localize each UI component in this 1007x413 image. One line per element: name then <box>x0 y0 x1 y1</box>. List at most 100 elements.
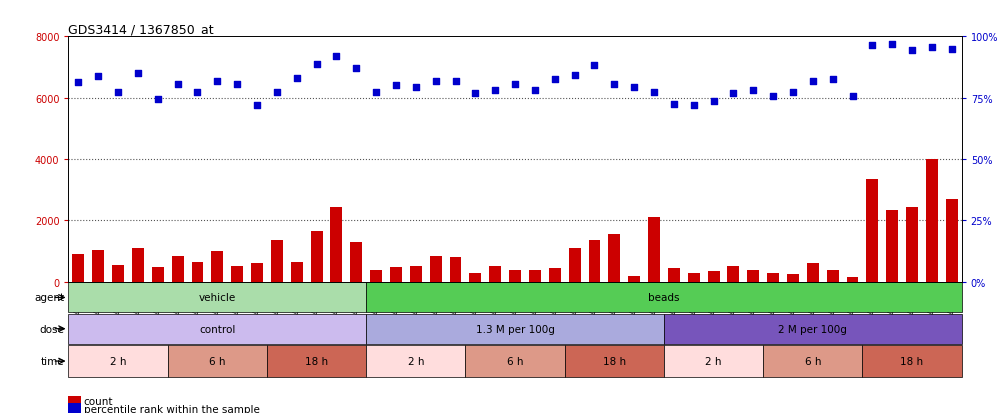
Point <box>567 72 583 79</box>
Point <box>626 84 642 91</box>
Point <box>328 54 344 60</box>
Bar <box>807 264 819 282</box>
Bar <box>510 270 521 282</box>
Bar <box>866 180 878 282</box>
Text: dose: dose <box>39 324 64 334</box>
Bar <box>367 283 962 313</box>
Bar <box>267 345 367 377</box>
Text: count: count <box>84 396 113 406</box>
Bar <box>410 267 422 282</box>
Text: 1.3 M per 100g: 1.3 M per 100g <box>475 324 555 334</box>
Bar <box>310 232 322 282</box>
Bar <box>211 252 224 282</box>
Bar <box>350 242 363 282</box>
Point <box>388 83 404 90</box>
Text: vehicle: vehicle <box>198 293 236 303</box>
Text: percentile rank within the sample: percentile rank within the sample <box>84 404 260 413</box>
Bar <box>886 210 898 282</box>
Point <box>527 88 543 94</box>
Bar <box>727 267 739 282</box>
Bar <box>946 199 958 282</box>
Point <box>130 71 146 77</box>
Bar <box>747 271 759 282</box>
Point <box>784 89 801 95</box>
Bar <box>608 235 620 282</box>
Point <box>745 88 761 94</box>
Point <box>249 103 265 109</box>
Point <box>209 78 226 85</box>
Point <box>91 74 107 80</box>
Bar <box>649 218 660 282</box>
Point <box>645 89 662 95</box>
Point <box>230 81 246 88</box>
Bar <box>152 268 164 282</box>
Bar <box>688 273 700 282</box>
Point <box>825 77 841 83</box>
Text: 6 h: 6 h <box>209 356 226 366</box>
Bar <box>171 256 183 282</box>
Point <box>586 63 602 69</box>
Point <box>686 103 702 109</box>
Text: beads: beads <box>649 293 680 303</box>
Bar <box>68 283 367 313</box>
Bar <box>529 270 541 282</box>
Bar <box>767 273 779 282</box>
Bar <box>430 256 442 282</box>
Text: 2 h: 2 h <box>408 356 424 366</box>
Bar <box>73 254 85 282</box>
Text: agent: agent <box>34 293 64 303</box>
Point <box>189 89 205 95</box>
Text: 6 h: 6 h <box>805 356 821 366</box>
Point <box>845 94 861 100</box>
Point <box>923 45 940 51</box>
Point <box>467 90 483 97</box>
Bar <box>565 345 664 377</box>
Bar <box>569 249 581 282</box>
Bar <box>291 262 303 282</box>
Text: 2 h: 2 h <box>705 356 722 366</box>
Bar <box>708 271 720 282</box>
Point <box>547 77 563 83</box>
Text: 18 h: 18 h <box>603 356 626 366</box>
Bar <box>168 345 267 377</box>
Bar <box>489 267 501 282</box>
Point <box>289 75 305 82</box>
Point <box>805 78 821 85</box>
Text: 18 h: 18 h <box>305 356 328 366</box>
Bar <box>906 207 918 282</box>
Bar <box>465 345 565 377</box>
Text: GDS3414 / 1367850_at: GDS3414 / 1367850_at <box>68 23 214 36</box>
Text: time: time <box>40 356 64 366</box>
Point <box>884 42 900 48</box>
Point <box>150 97 166 103</box>
Bar <box>668 268 680 282</box>
Bar <box>367 314 664 344</box>
Point <box>408 84 424 91</box>
Text: 18 h: 18 h <box>900 356 923 366</box>
Bar <box>787 275 799 282</box>
Point <box>110 89 126 95</box>
Bar <box>68 345 168 377</box>
Bar <box>251 264 263 282</box>
Point <box>666 101 682 108</box>
Point <box>508 81 524 88</box>
Bar <box>763 345 862 377</box>
Point <box>169 81 185 88</box>
Bar <box>191 262 203 282</box>
Bar <box>588 241 600 282</box>
Bar <box>469 273 481 282</box>
Bar <box>664 345 763 377</box>
Bar <box>827 270 839 282</box>
Point <box>348 66 365 73</box>
Point <box>944 46 960 53</box>
Bar <box>449 258 461 282</box>
Point <box>864 43 880 50</box>
Point <box>428 78 444 85</box>
Bar <box>68 314 367 344</box>
Point <box>725 90 741 97</box>
Bar <box>112 265 124 282</box>
Bar <box>862 345 962 377</box>
Bar <box>549 268 561 282</box>
Bar <box>232 267 243 282</box>
Bar <box>271 241 283 282</box>
